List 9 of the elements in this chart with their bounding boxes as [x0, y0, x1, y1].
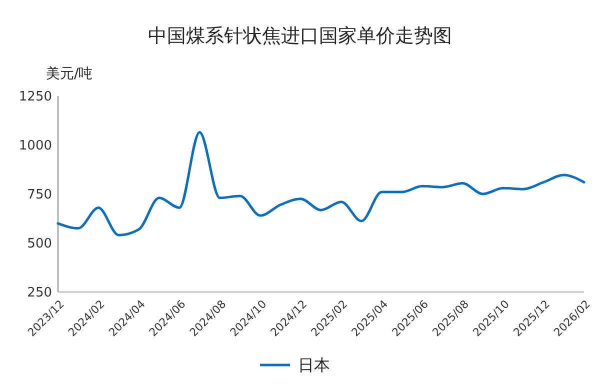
- legend-label: 日本: [298, 356, 330, 375]
- y-tick-label: 500: [27, 236, 52, 252]
- line-series: [56, 131, 586, 236]
- y-tick-label: 1250: [18, 90, 52, 105]
- y-tick-label: 1000: [18, 138, 52, 154]
- chart-title: 中国煤系针状焦进口国家单价走势图: [148, 25, 452, 47]
- y-tick-label: 250: [27, 286, 52, 301]
- y-axis-title: 美元/吨: [46, 66, 93, 82]
- y-tick-label: 750: [27, 188, 52, 203]
